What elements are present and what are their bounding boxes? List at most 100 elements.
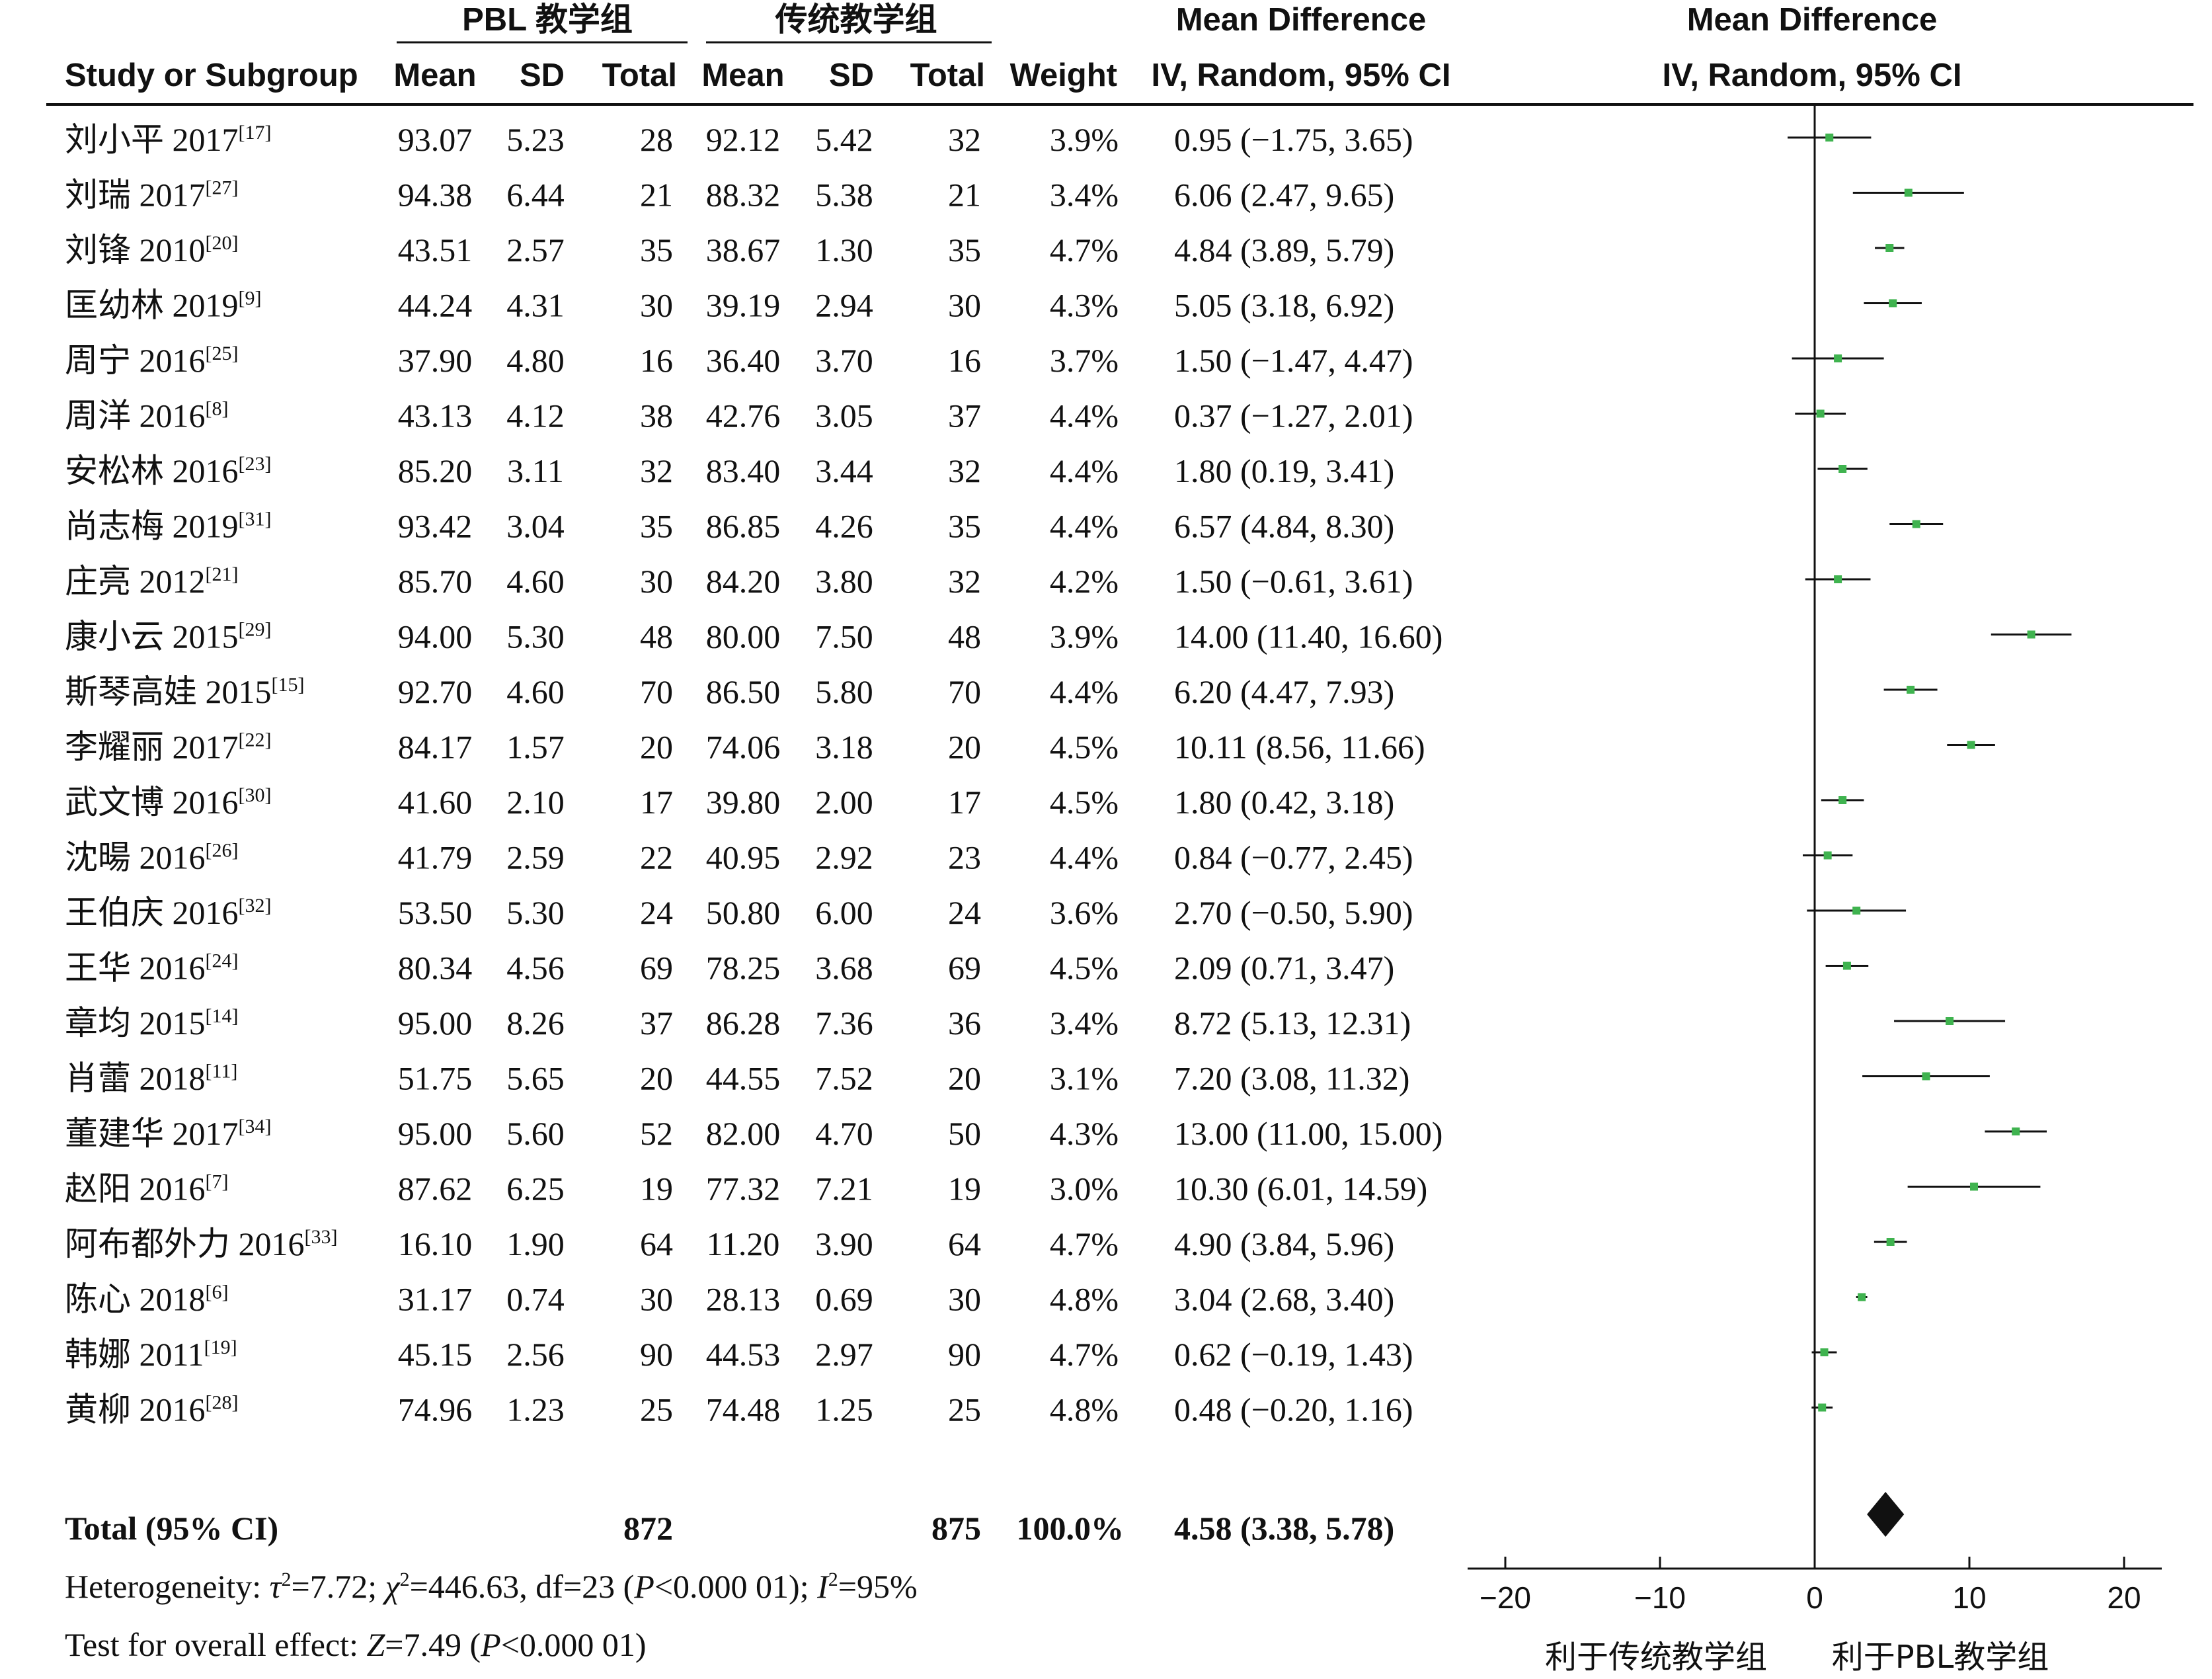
cell-c-total: 64 [948,1225,981,1262]
effect-point [1842,962,1851,970]
table-row: 王伯庆 2016[32] 53.50 5.30 24 50.80 6.00 24 3.6% 2.… [65,894,1413,931]
table-row: 庄亮 2012[21] 85.70 4.60 30 84.20 3.80 32 4.2% 1.5… [65,563,1413,600]
cell-e-mean: 51.75 [398,1060,473,1097]
cell-e-total: 20 [640,729,673,766]
cell-e-total: 21 [640,177,673,214]
effect-point [1858,1293,1866,1301]
cell-e-total: 16 [640,342,673,379]
study-name: 肖蕾 2018[11] [65,1060,237,1097]
cell-e-mean: 41.60 [398,784,473,821]
x-tick-label: 20 [2107,1580,2141,1615]
effect-point [1970,1182,1979,1191]
cell-e-mean: 95.00 [398,1115,473,1152]
study-name: 周宁 2016[25] [65,342,238,379]
cell-c-mean: 39.80 [706,784,781,821]
cell-e-mean: 16.10 [398,1225,473,1262]
study-rows: 刘小平 2017[17] 93.07 5.23 28 92.12 5.42 32 3.9% 0.… [65,121,1442,1428]
cell-c-mean: 28.13 [706,1281,781,1318]
cell-e-total: 32 [640,452,673,489]
cell-e-mean: 43.13 [398,397,473,434]
cell-ci: 1.80 (0.19, 3.41) [1174,452,1394,489]
cell-weight: 4.4% [1050,397,1119,434]
cell-c-mean: 77.32 [706,1170,781,1208]
cell-ci: 2.09 (0.71, 3.47) [1174,950,1394,987]
cell-e-sd: 6.25 [506,1170,565,1208]
group-header-control: 传统教学组 [774,2,937,38]
cell-e-total: 30 [640,287,673,324]
cell-e-sd: 4.31 [506,287,565,324]
favours-left-label: 利于传统教学组 [1545,1639,1767,1676]
cell-c-total: 37 [948,397,981,434]
table-row: 董建华 2017[34] 95.00 5.60 52 82.00 4.70 50 4.3% 13… [65,1115,1442,1152]
cell-e-total: 69 [640,950,673,987]
cell-c-mean: 78.25 [706,950,781,987]
cell-e-sd: 1.90 [506,1225,565,1262]
plot-area: −20 −10 0 10 20 [1468,106,2162,1615]
cell-c-total: 90 [948,1336,981,1373]
cell-c-sd: 3.90 [815,1225,873,1262]
cell-ci: 1.80 (0.42, 3.18) [1174,784,1394,821]
cell-c-mean: 74.06 [706,729,781,766]
study-name: 阿布都外力 2016[33] [65,1225,337,1262]
overall-effect-text: Test for overall effect: Z=7.49 (P<0.000… [65,1626,647,1663]
total-label: Total (95% CI) [65,1510,278,1547]
cell-e-mean: 95.00 [398,1004,473,1042]
cell-weight: 4.4% [1050,839,1119,876]
cell-weight: 4.7% [1050,1336,1119,1373]
total-e-total: 872 [623,1510,673,1547]
table-row: 周宁 2016[25] 37.90 4.80 16 36.40 3.70 16 3.7% 1.5… [65,342,1413,379]
cell-c-mean: 42.76 [706,397,781,434]
cell-ci: 0.48 (−0.20, 1.16) [1174,1391,1413,1428]
cell-weight: 3.4% [1050,177,1119,214]
cell-e-total: 35 [640,508,673,545]
cell-c-total: 35 [948,231,981,268]
cell-ci: 7.20 (3.08, 11.32) [1174,1060,1409,1097]
cell-c-sd: 2.97 [815,1336,873,1373]
cell-ci: 4.90 (3.84, 5.96) [1174,1225,1394,1262]
cell-c-sd: 7.21 [815,1170,873,1208]
col-header-e-sd: SD [520,58,565,93]
cell-c-total: 19 [948,1170,981,1208]
table-row: 黄柳 2016[28] 74.96 1.23 25 74.48 1.25 25 4.8% 0.4… [65,1391,1413,1428]
table-row: 阿布都外力 2016[33] 16.10 1.90 64 11.20 3.90 64 4.7%… [65,1225,1394,1262]
cell-weight: 3.7% [1050,342,1119,379]
cell-c-sd: 3.18 [815,729,873,766]
cell-e-mean: 45.15 [398,1336,473,1373]
cell-e-mean: 41.79 [398,839,473,876]
cell-e-mean: 80.34 [398,950,473,987]
cell-c-sd: 7.50 [815,618,873,655]
table-row: 刘小平 2017[17] 93.07 5.23 28 92.12 5.42 32 3.9% 0.… [65,121,1413,158]
cell-weight: 3.9% [1050,618,1119,655]
cell-c-mean: 86.50 [706,673,781,710]
study-name: 庄亮 2012[21] [65,563,238,600]
cell-weight: 3.4% [1050,1004,1119,1042]
cell-weight: 4.3% [1050,287,1119,324]
effect-point [1838,465,1847,473]
cell-c-sd: 1.30 [815,231,873,268]
cell-c-total: 70 [948,673,981,710]
total-ci: 4.58 (3.38, 5.78) [1174,1510,1394,1547]
cell-e-sd: 2.59 [506,839,565,876]
effect-point [1816,409,1825,418]
cell-c-sd: 7.52 [815,1060,873,1097]
cell-e-sd: 4.12 [506,397,565,434]
cell-e-sd: 2.10 [506,784,565,821]
cell-e-total: 22 [640,839,673,876]
cell-c-sd: 5.42 [815,121,873,158]
cell-c-sd: 3.80 [815,563,873,600]
effect-point [2012,1127,2020,1135]
cell-e-sd: 4.60 [506,673,565,710]
cell-c-mean: 50.80 [706,894,781,931]
cell-e-sd: 8.26 [506,1004,565,1042]
cell-e-total: 90 [640,1336,673,1373]
cell-e-total: 52 [640,1115,673,1152]
table-row: 周洋 2016[8] 43.13 4.12 38 42.76 3.05 37 4.4% 0.37… [65,397,1413,434]
effect-point [2027,630,2035,639]
table-row: 尚志梅 2019[31] 93.42 3.04 35 86.85 4.26 35 4.4% 6.… [65,508,1394,545]
study-name: 刘锋 2010[20] [65,231,238,268]
cell-e-sd: 2.57 [506,231,565,268]
cell-e-sd: 1.57 [506,729,565,766]
cell-weight: 4.4% [1050,452,1119,489]
study-name: 匡幼林 2019[9] [65,287,261,324]
